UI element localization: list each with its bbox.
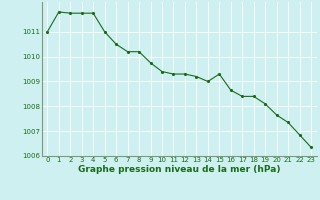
X-axis label: Graphe pression niveau de la mer (hPa): Graphe pression niveau de la mer (hPa) [78,165,280,174]
